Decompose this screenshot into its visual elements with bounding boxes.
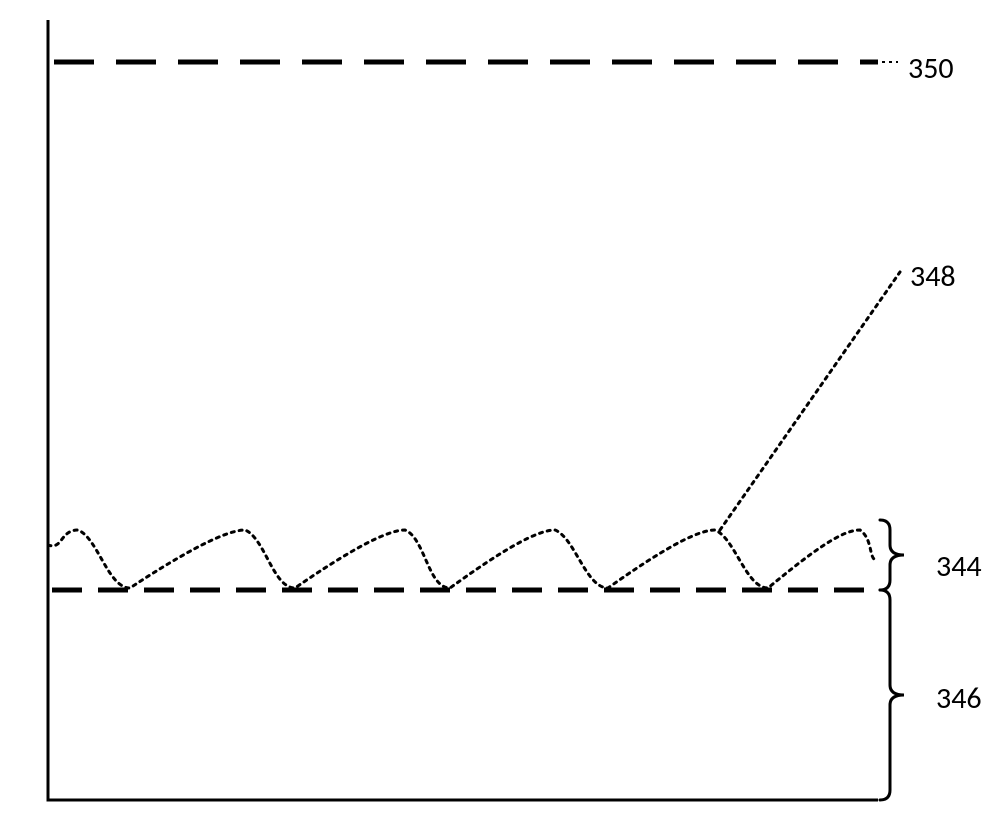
label-344: 344 xyxy=(936,548,982,585)
axes xyxy=(48,20,878,800)
brace-344 xyxy=(880,520,904,590)
label-348: 348 xyxy=(910,258,956,295)
wave-curve xyxy=(48,530,878,588)
label-346: 346 xyxy=(936,680,982,717)
brace-346 xyxy=(880,590,904,800)
diagram-svg xyxy=(0,0,1000,832)
label-350: 350 xyxy=(908,50,954,87)
branch-348 xyxy=(720,272,900,530)
